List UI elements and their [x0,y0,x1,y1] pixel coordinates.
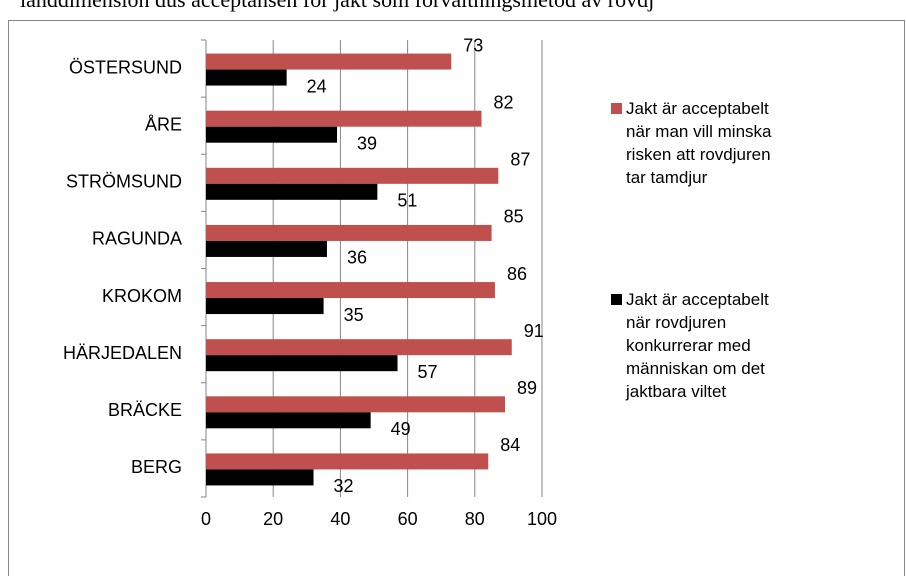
data-label: 73 [463,35,483,55]
y-tick-label: HÄRJEDALEN [63,343,182,363]
y-tick-label: KROKOM [102,286,182,306]
bar [206,224,492,241]
bar [206,355,398,372]
data-label: 87 [510,150,530,170]
chart-title: landdimension dus acceptansen för jakt s… [20,0,654,12]
data-label: 36 [347,248,367,268]
bar [206,126,338,143]
y-tick-label: BERG [131,457,182,477]
x-tick-label: 80 [465,509,485,529]
bar [206,240,327,257]
bar [206,396,506,413]
legend-item: Jakt är acceptabelt när man vill minska … [611,97,772,189]
x-tick-label: 60 [398,509,418,529]
data-label: 39 [357,133,377,153]
bar [206,469,314,486]
y-tick-label: ÅRE [145,114,182,134]
bar [206,298,324,315]
data-label: 51 [397,191,417,211]
y-tick-label: STRÖMSUND [66,172,182,192]
x-tick-label: 20 [263,509,283,529]
y-tick-label: BRÄCKE [108,400,182,420]
data-label: 32 [334,476,354,496]
bar [206,339,512,356]
bar [206,453,489,470]
data-label: 49 [391,419,411,439]
bar [206,167,499,184]
y-tick-label: ÖSTERSUND [69,57,182,77]
data-label: 82 [494,92,514,112]
data-label: 91 [524,321,544,341]
bar [206,69,287,86]
data-label: 86 [507,264,527,284]
legend-swatch [611,294,622,305]
data-label: 84 [500,435,520,455]
bar [206,412,371,429]
data-label: 57 [418,362,438,382]
bar [206,110,482,127]
data-label: 24 [307,76,327,96]
legend-item: Jakt är acceptabelt när rovdjuren konkur… [611,288,772,403]
bar [206,183,378,200]
x-tick-label: 40 [330,509,350,529]
data-label: 35 [344,305,364,325]
bar [206,53,452,70]
legend-label: Jakt är acceptabelt när rovdjuren konkur… [626,290,769,401]
x-tick-label: 0 [201,509,211,529]
legend-label: Jakt är acceptabelt när man vill minska … [626,99,772,187]
chart-border [8,20,905,576]
bar [206,282,495,299]
data-label: 89 [517,378,537,398]
y-tick-label: RAGUNDA [92,229,182,249]
data-label: 85 [504,207,524,227]
legend-swatch [611,103,622,114]
x-tick-label: 100 [527,509,557,529]
